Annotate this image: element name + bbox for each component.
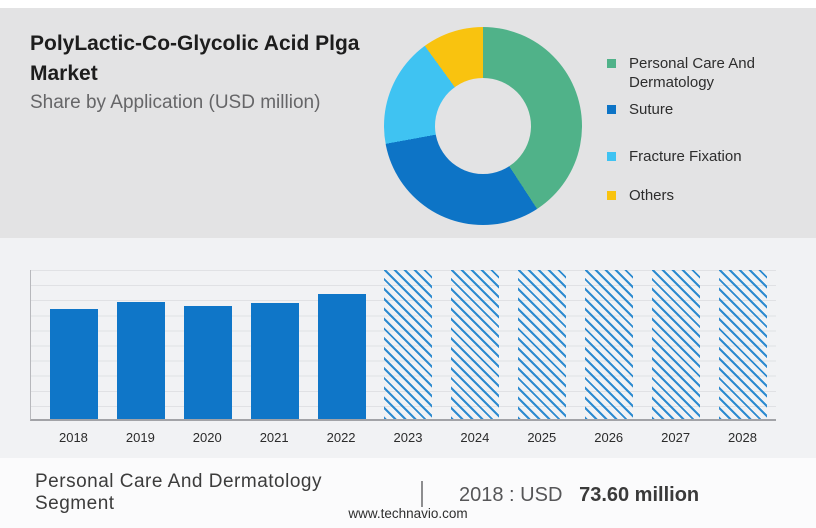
donut-legend: Personal Care And Dermatology Suture Fra… [607,54,777,205]
bar-2020 [184,305,233,419]
bar-slot-2025 [509,270,576,419]
website-link[interactable]: www.technavio.com [348,506,468,521]
x-axis-labels: 2018 2019 2020 2021 2022 2023 2024 2025 2026 2027… [30,430,776,445]
bar-2022 [317,293,366,419]
bar-slot-2028 [709,270,776,419]
bar-slot-2019 [108,270,175,419]
x-axis-label-2026: 2026 [594,430,624,445]
bar-slot-2023 [375,270,442,419]
page-subtitle: Share by Application (USD million) [30,92,321,113]
bar-slot-2022 [308,270,375,419]
bar-slot-2020 [175,270,242,419]
x-axis-label-2018: 2018 [58,430,88,445]
bar-slot-2018 [41,270,108,419]
x-axis-label-2024: 2024 [460,430,490,445]
footer-section: Personal Care And Dermatology Segment 20… [0,458,816,528]
x-axis-label-2023: 2023 [393,430,423,445]
x-axis-label-2025: 2025 [527,430,557,445]
bar-chart-plot-area [30,270,776,421]
legend-item-personal-care: Personal Care And Dermatology [607,54,777,92]
legend-swatch-personal-care [607,59,616,68]
x-axis-label-2019: 2019 [125,430,155,445]
legend-label: Suture [629,101,674,118]
highlight-prefix: 2018 : USD [459,484,563,506]
bar-slot-2026 [576,270,643,419]
legend-item-others: Others [607,186,777,205]
legend-label: Others [629,187,675,204]
bar-slot-2021 [241,270,308,419]
forecast-bar-2026 [584,270,633,419]
forecast-bar-2028 [718,270,767,419]
legend-item-fracture-fixation: Fracture Fixation [607,147,777,166]
highlight-line: 2018 : USD 73.60 million [459,484,699,507]
bar-2021 [250,302,299,419]
forecast-bar-2024 [451,270,500,419]
bar-2018 [50,309,99,419]
legend-item-suture: Suture [607,100,777,119]
bar-slot-2024 [442,270,509,419]
legend-label: Personal Care And Dermatology [629,55,755,91]
forecast-bar-2027 [651,270,700,419]
page-title: PolyLactic-Co-Glycolic Acid Plga Market [30,32,360,85]
x-axis-label-2027: 2027 [661,430,691,445]
legend-swatch-fracture-fixation [607,152,616,161]
donut-chart [384,27,582,225]
highlight-value: 73.60 million [579,484,700,506]
bar-2019 [117,302,166,419]
legend-swatch-others [607,191,616,200]
bar-chart-section: 2018 2019 2020 2021 2022 2023 2024 2025 2026 2027… [0,238,816,458]
forecast-bar-2023 [384,270,433,419]
x-axis-label-2022: 2022 [326,430,356,445]
legend-label: Fracture Fixation [629,148,742,165]
footer-divider [421,481,423,507]
segment-label: Personal Care And Dermatology Segment [35,471,322,514]
forecast-bar-2025 [518,270,567,419]
header-section: PolyLactic-Co-Glycolic Acid Plga Market … [0,8,816,238]
bars-row [31,270,776,419]
donut-hole [435,78,531,174]
x-axis-label-2028: 2028 [728,430,757,445]
x-axis-label-2021: 2021 [259,430,289,445]
legend-swatch-suture [607,105,616,114]
x-axis-label-2020: 2020 [192,430,222,445]
bar-slot-2027 [642,270,709,419]
